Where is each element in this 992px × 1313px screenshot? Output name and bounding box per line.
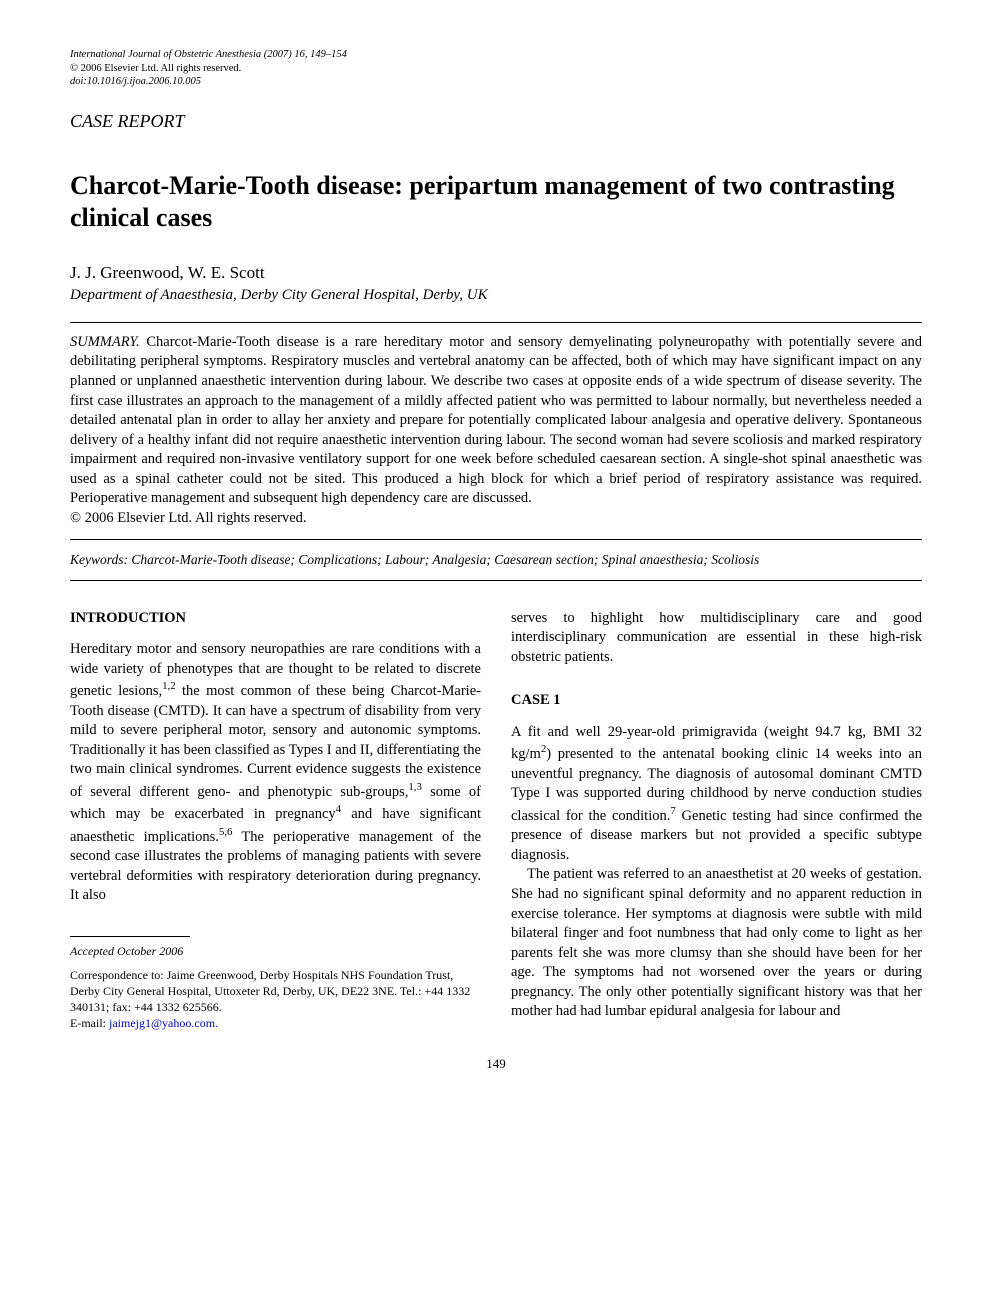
case1-paragraph-2: The patient was referred to an anaesthet… bbox=[511, 865, 922, 1022]
article-title: Charcot-Marie-Tooth disease: peripartum … bbox=[70, 170, 922, 235]
footnote-block: Accepted October 2006 Correspondence to:… bbox=[70, 943, 481, 1032]
corresponding-email[interactable]: jaimejg1@yahoo.com. bbox=[109, 1016, 218, 1030]
email-line: E-mail: jaimejg1@yahoo.com. bbox=[70, 1015, 481, 1031]
intro-paragraph: Hereditary motor and sensory neuropathie… bbox=[70, 640, 481, 906]
abstract-copyright: © 2006 Elsevier Ltd. All rights reserved… bbox=[70, 509, 922, 529]
intro-ref-1: 1,2 bbox=[162, 680, 176, 692]
correspondence: Correspondence to: Jaime Greenwood, Derb… bbox=[70, 967, 481, 1016]
summary-label: SUMMARY. bbox=[70, 334, 140, 350]
case1-paragraph-1: A fit and well 29-year-old primigravida … bbox=[511, 723, 922, 866]
right-column: serves to highlight how multidisciplinar… bbox=[511, 609, 922, 1032]
intro-ref-4: 5,6 bbox=[219, 826, 233, 838]
page-container: International Journal of Obstetric Anest… bbox=[0, 0, 992, 1112]
page-number: 149 bbox=[70, 1056, 922, 1072]
keywords-label: Keywords: bbox=[70, 552, 128, 567]
keywords-list: Charcot-Marie-Tooth disease; Complicatio… bbox=[131, 552, 759, 567]
affiliation: Department of Anaesthesia, Derby City Ge… bbox=[70, 287, 922, 304]
authors: J. J. Greenwood, W. E. Scott bbox=[70, 263, 922, 283]
left-column: INTRODUCTION Hereditary motor and sensor… bbox=[70, 609, 481, 1032]
keywords-line: Keywords: Charcot-Marie-Tooth disease; C… bbox=[70, 552, 922, 581]
journal-header: International Journal of Obstetric Anest… bbox=[70, 48, 922, 89]
footnote-rule bbox=[70, 936, 190, 937]
intro-ref-2: 1,3 bbox=[408, 781, 422, 793]
header-copyright: © 2006 Elsevier Ltd. All rights reserved… bbox=[70, 62, 922, 76]
abstract-box: SUMMARY. Charcot-Marie-Tooth disease is … bbox=[70, 322, 922, 540]
two-column-body: INTRODUCTION Hereditary motor and sensor… bbox=[70, 609, 922, 1032]
doi-line: doi:10.1016/j.ijoa.2006.10.005 bbox=[70, 75, 922, 89]
accepted-date: Accepted October 2006 bbox=[70, 943, 481, 959]
introduction-heading: INTRODUCTION bbox=[70, 609, 481, 629]
abstract-body: Charcot-Marie-Tooth disease is a rare he… bbox=[70, 334, 922, 507]
section-label: CASE REPORT bbox=[70, 111, 922, 132]
case1-heading: CASE 1 bbox=[511, 691, 922, 711]
intro-continuation: serves to highlight how multidisciplinar… bbox=[511, 609, 922, 668]
journal-line: International Journal of Obstetric Anest… bbox=[70, 48, 922, 62]
email-label: E-mail: bbox=[70, 1016, 109, 1030]
